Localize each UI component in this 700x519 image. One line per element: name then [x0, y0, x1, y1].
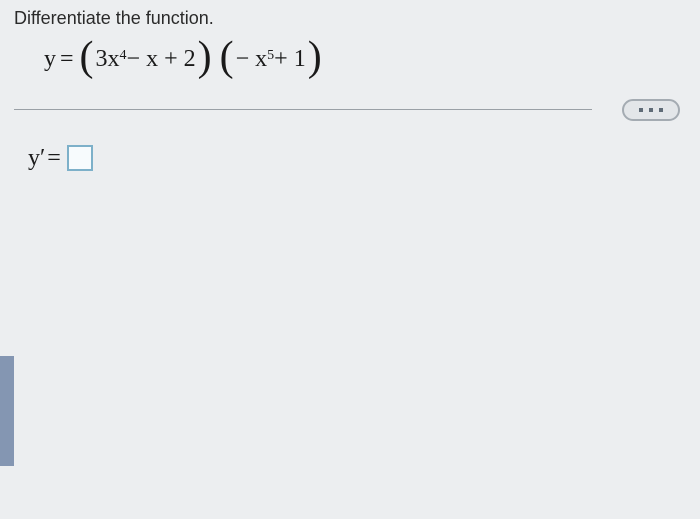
group2-rest: + 1: [274, 46, 306, 73]
instruction-text: Differentiate the function.: [14, 8, 686, 29]
dot-icon: [659, 108, 663, 112]
more-button[interactable]: [622, 99, 680, 121]
exp-5: 5: [267, 48, 274, 64]
answer-input[interactable]: [67, 145, 93, 171]
answer-lhs: y′: [28, 145, 45, 172]
eq-lhs: y: [44, 46, 56, 73]
question-panel: Differentiate the function. y = ( 3x4 − …: [0, 0, 700, 519]
group1-rest: − x + 2: [127, 46, 196, 73]
exp-4: 4: [120, 48, 127, 64]
term-3x: 3x: [96, 46, 120, 73]
horizontal-rule: [14, 109, 592, 110]
group2-open: − x: [236, 46, 268, 73]
scrollbar-thumb[interactable]: [0, 356, 14, 466]
open-paren-1: (: [80, 39, 94, 77]
equation-display: y = ( 3x4 − x + 2 ) ( − x5 + 1 ): [44, 41, 686, 79]
answer-row: y′ =: [28, 145, 686, 172]
open-paren-2: (: [220, 39, 234, 77]
dot-icon: [649, 108, 653, 112]
close-paren-1: ): [198, 39, 212, 77]
eq-equals: =: [60, 46, 74, 73]
close-paren-2: ): [308, 39, 322, 77]
answer-equals: =: [47, 145, 61, 172]
dot-icon: [639, 108, 643, 112]
divider-row: [14, 99, 686, 121]
